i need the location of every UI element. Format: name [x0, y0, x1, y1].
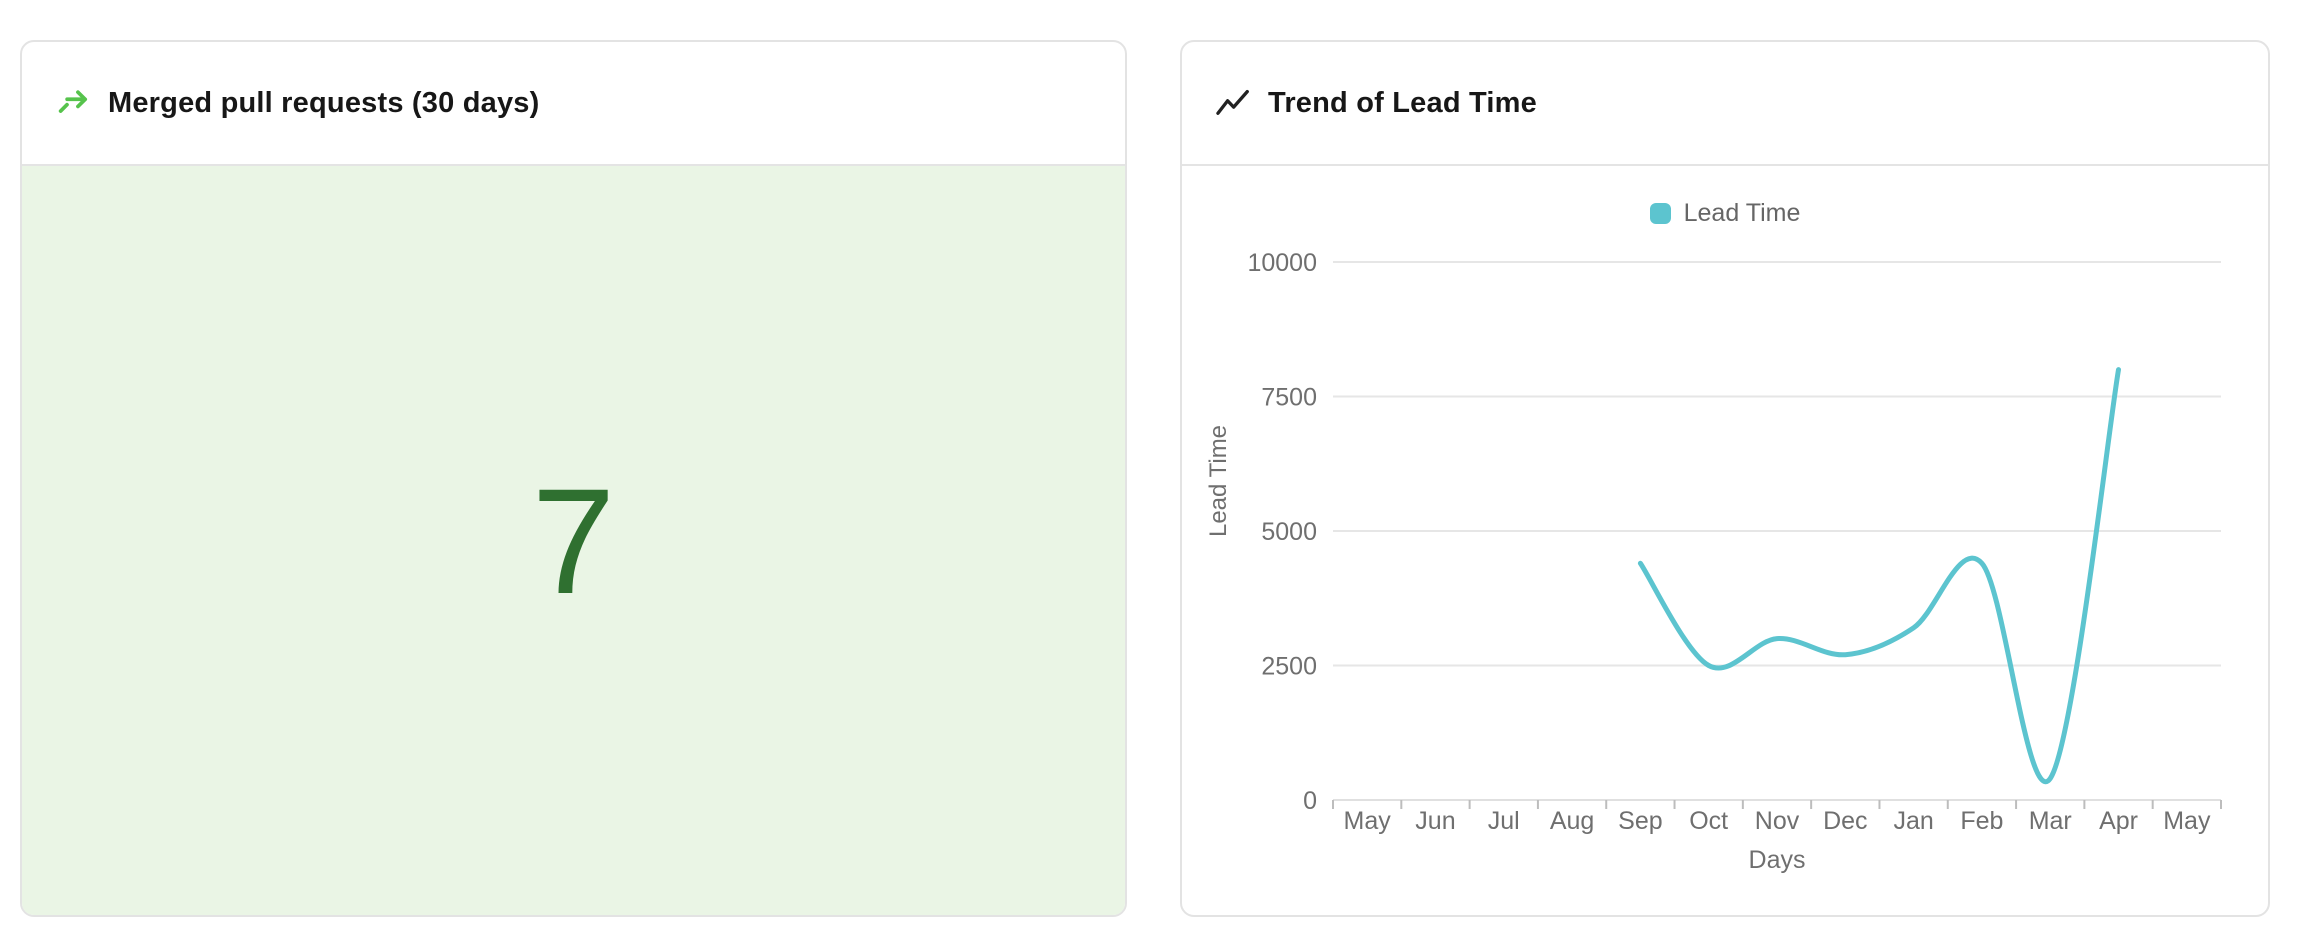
merged-prs-card: Merged pull requests (30 days) 7: [20, 40, 1127, 917]
legend-item-lead-time[interactable]: Lead Time: [1649, 199, 1801, 228]
x-tick-label: Apr: [2099, 807, 2138, 835]
x-axis-labels: May Jun Jul Aug Sep Oct Nov Dec Jan Feb Mar Apr May: [1344, 807, 2211, 835]
line-path: [1637, 367, 2121, 785]
x-tick-label: Jul: [1488, 807, 1520, 835]
x-axis-ticks: [1332, 800, 2222, 809]
legend-swatch: [1649, 203, 1671, 224]
x-tick-label: Sep: [1618, 807, 1662, 835]
merged-prs-value: 7: [531, 456, 616, 625]
x-tick-label: Jun: [1415, 807, 1455, 835]
x-tick-label: Oct: [1689, 807, 1728, 835]
x-tick-label: Feb: [1960, 807, 2003, 835]
lead-time-card: Trend of Lead Time Lead Time 0 2500 5000 75…: [1180, 40, 2270, 917]
lead-time-line: [1637, 367, 2121, 785]
legend-label: Lead Time: [1683, 199, 1801, 227]
y-tick-label: 0: [1303, 787, 1317, 815]
merged-prs-card-header: Merged pull requests (30 days): [22, 42, 1125, 166]
chart-legend: Lead Time: [1182, 199, 2268, 228]
x-tick-label: May: [1344, 807, 1392, 835]
lead-time-chart: 0 2500 5000 7500 10000 May Jun Jul Aug Sep Oct Nov…: [1205, 249, 2222, 874]
merged-prs-stat-panel: 7: [22, 166, 1125, 915]
y-tick-label: 5000: [1261, 518, 1317, 546]
lead-time-card-header: Trend of Lead Time: [1182, 42, 2268, 166]
x-tick-label: Aug: [1550, 807, 1594, 835]
lead-time-title: Trend of Lead Time: [1268, 86, 1537, 119]
y-gridlines: [1333, 261, 2221, 801]
trend-icon: [1214, 86, 1252, 120]
x-tick-label: Dec: [1823, 807, 1867, 835]
x-tick-label: May: [2163, 807, 2211, 835]
y-axis-title: Lead Time: [1205, 425, 1232, 537]
lead-time-chart-region: Lead Time 0 2500 5000 7500 10000 May Jun Jul Au…: [1182, 166, 2268, 915]
merge-icon: [54, 86, 92, 120]
merged-prs-title: Merged pull requests (30 days): [108, 86, 540, 119]
y-tick-label: 2500: [1261, 652, 1317, 680]
x-axis-title: Days: [1749, 846, 1806, 874]
x-tick-label: Jan: [1893, 807, 1933, 835]
x-tick-label: Nov: [1755, 807, 1800, 835]
y-tick-label: 10000: [1247, 249, 1317, 277]
y-tick-label: 7500: [1261, 383, 1317, 411]
y-axis-labels: 0 2500 5000 7500 10000: [1247, 249, 1317, 815]
x-tick-label: Mar: [2029, 807, 2072, 835]
